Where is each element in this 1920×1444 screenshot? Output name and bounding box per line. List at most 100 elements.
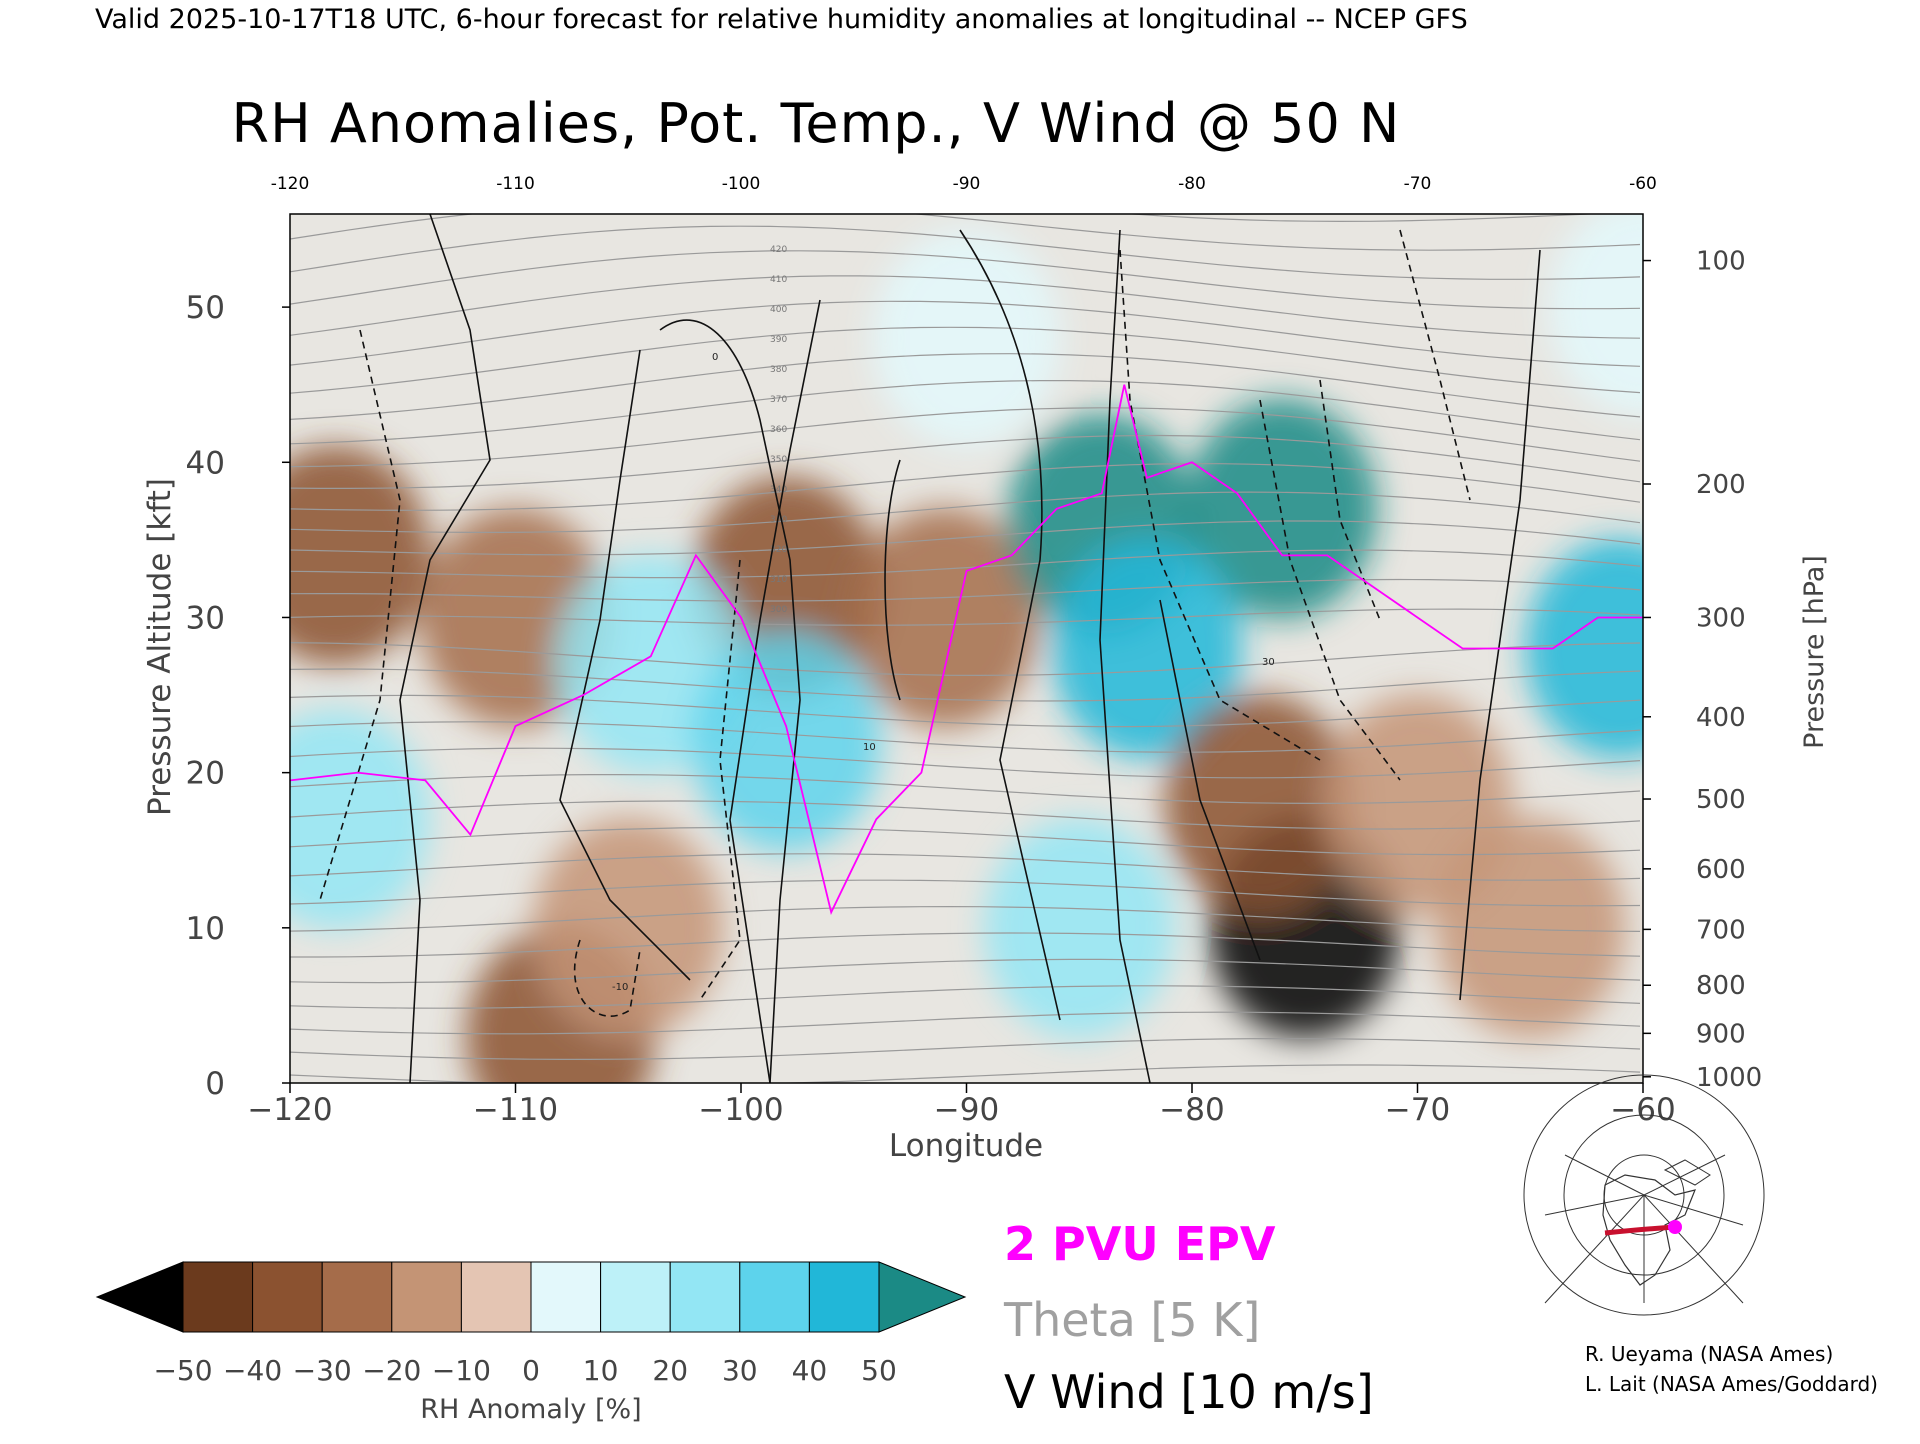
theta-label-5: 370 xyxy=(770,395,787,405)
colorbar-bin-2 xyxy=(321,1261,393,1333)
pressure-tick-label-7: 800 xyxy=(1696,971,1746,1001)
theta-contour-7 xyxy=(290,879,1641,907)
colorbar-tick-label-10: 50 xyxy=(861,1354,897,1387)
theta-label-8: 340 xyxy=(770,485,787,495)
theta-contour-16 xyxy=(290,642,1641,677)
theta-label-1: 410 xyxy=(770,275,787,285)
y-tick-label-1: 10 xyxy=(186,911,225,947)
theta-contour-13 xyxy=(290,721,1641,753)
colorbar-bin-1 xyxy=(252,1261,323,1333)
top-tick-label-4: -80 xyxy=(1178,174,1206,194)
axis-ticks xyxy=(282,259,1651,1093)
pressure-tick-label-1: 200 xyxy=(1696,470,1746,500)
colorbar-tick-label-1: −40 xyxy=(223,1354,282,1387)
y-tick-label-5: 50 xyxy=(186,290,225,326)
plot-area: 420 410 400 390 380 370 360 350 340 330 320 310 300 … xyxy=(282,213,1651,1093)
locator-map xyxy=(1523,1074,1765,1316)
rh-region-17 xyxy=(1435,817,1626,1038)
colorbar-under-triangle xyxy=(95,1261,184,1333)
x-tick-label-2: −100 xyxy=(698,1092,783,1128)
colorbar-tick-label-3: −20 xyxy=(362,1354,421,1387)
x-tick-label-6: −60 xyxy=(1610,1092,1675,1128)
credit-line-2: L. Lait (NASA Ames/Goddard) xyxy=(1585,1372,1878,1396)
rh-colorbar: −50 −40 −30 −20 −10 0 10 20 30 40 50 xyxy=(95,1261,967,1387)
theta-contour-2 xyxy=(290,1011,1641,1035)
colorbar-tick-label-5: 0 xyxy=(522,1354,540,1387)
rh-region-6 xyxy=(1051,538,1242,759)
v-wind-label-1: 10 xyxy=(863,742,876,753)
colorbar-title: RH Anomaly [%] xyxy=(420,1394,641,1425)
theta-contour-22 xyxy=(290,463,1641,511)
plot-frame xyxy=(289,213,1644,1084)
top-tick-label-1: -110 xyxy=(496,174,535,194)
y-tick-label-4: 40 xyxy=(186,445,225,481)
chart-title: RH Anomalies, Pot. Temp., V Wind @ 50 N xyxy=(232,92,1401,155)
pressure-tick-label-9: 1000 xyxy=(1696,1063,1762,1093)
theta-label-2: 400 xyxy=(770,305,787,315)
colorbar-tick-label-9: 40 xyxy=(792,1354,828,1387)
x-axis-title: Longitude xyxy=(889,1128,1043,1164)
theta-contour-27 xyxy=(290,326,1641,394)
colorbar-tick-label-8: 30 xyxy=(722,1354,758,1387)
theta-contour-10 xyxy=(290,800,1641,830)
pressure-tick-label-2: 300 xyxy=(1696,603,1746,633)
rh-region-18 xyxy=(871,228,1062,449)
y-tick-label-2: 20 xyxy=(186,756,225,792)
theta-label-0: 420 xyxy=(770,245,787,255)
v-wind-contour-12 xyxy=(1259,399,1401,781)
theta-label-10: 320 xyxy=(770,545,787,555)
theta-label-3: 390 xyxy=(770,335,787,345)
y-tick-label-3: 30 xyxy=(186,600,225,636)
v-wind-contour-5 xyxy=(959,229,1061,1021)
x-tick-label-4: −80 xyxy=(1159,1092,1224,1128)
v-wind-contour-7 xyxy=(1159,599,1261,961)
top-tick-label-3: -90 xyxy=(953,174,981,194)
theta-contour-32 xyxy=(290,214,1641,251)
theta-contour-20 xyxy=(290,520,1641,556)
locator-end-dot xyxy=(1668,1220,1682,1234)
theta-contour-19 xyxy=(290,549,1641,579)
colorbar-bin-5 xyxy=(530,1261,602,1333)
theta-contour-6 xyxy=(290,905,1641,932)
theta-contour-14 xyxy=(290,694,1641,728)
top-tick-label-2: -100 xyxy=(722,174,761,194)
theta-contour-11 xyxy=(290,774,1641,805)
theta-contour-1 xyxy=(290,1037,1641,1060)
v-wind-contour-15 xyxy=(573,939,641,1017)
pressure-tick-label-8: 900 xyxy=(1696,1019,1746,1049)
colorbar-bin-3 xyxy=(391,1261,462,1333)
colorbar-bin-4 xyxy=(460,1261,532,1333)
theta-contour-23 xyxy=(290,434,1641,489)
rh-region-16 xyxy=(984,817,1175,1038)
theta-contour-30 xyxy=(290,250,1641,310)
theta-contour-5 xyxy=(290,932,1641,958)
colorbar-tick-label-6: 10 xyxy=(583,1354,619,1387)
v-wind-contours: 0 10 30 -10 xyxy=(319,214,1541,1083)
theta-contour-0 xyxy=(290,1064,1641,1083)
v-wind-contour-10 xyxy=(699,559,741,1001)
axes-labels: −120-120−110-110−100-100−90-90−80-80−70-… xyxy=(186,174,1763,1128)
rh-region-10 xyxy=(1525,538,1643,759)
theta-contour-9 xyxy=(290,826,1641,856)
pressure-tick-label-4: 500 xyxy=(1696,785,1746,815)
theta-contour-28 xyxy=(290,300,1641,367)
y-axis-right-title: Pressure [hPa] xyxy=(1799,555,1830,749)
theta-contour-4 xyxy=(290,958,1641,984)
theta-label-7: 350 xyxy=(770,455,787,465)
colorbar-tick-label-0: −50 xyxy=(153,1354,212,1387)
rh-anomaly-field xyxy=(290,214,1643,1083)
legend-theta: Theta [5 K] xyxy=(1003,1293,1260,1347)
top-tick-label-5: -70 xyxy=(1404,174,1432,194)
theta-contour-15 xyxy=(290,668,1641,702)
valid-time-line: Valid 2025-10-17T18 UTC, 6-hour forecast… xyxy=(95,4,1468,35)
theta-contour-8 xyxy=(290,853,1641,881)
colorbar-bin-8 xyxy=(739,1261,810,1333)
legend-epv: 2 PVU EPV xyxy=(1004,1217,1276,1271)
pressure-tick-label-6: 700 xyxy=(1696,915,1746,945)
y-axis-title: Pressure Altitude [kft] xyxy=(142,478,178,816)
v-wind-contour-11 xyxy=(1119,249,1321,761)
x-tick-label-5: −70 xyxy=(1385,1092,1450,1128)
pressure-tick-label-5: 600 xyxy=(1696,855,1746,885)
colorbar-bin-9 xyxy=(808,1261,880,1333)
